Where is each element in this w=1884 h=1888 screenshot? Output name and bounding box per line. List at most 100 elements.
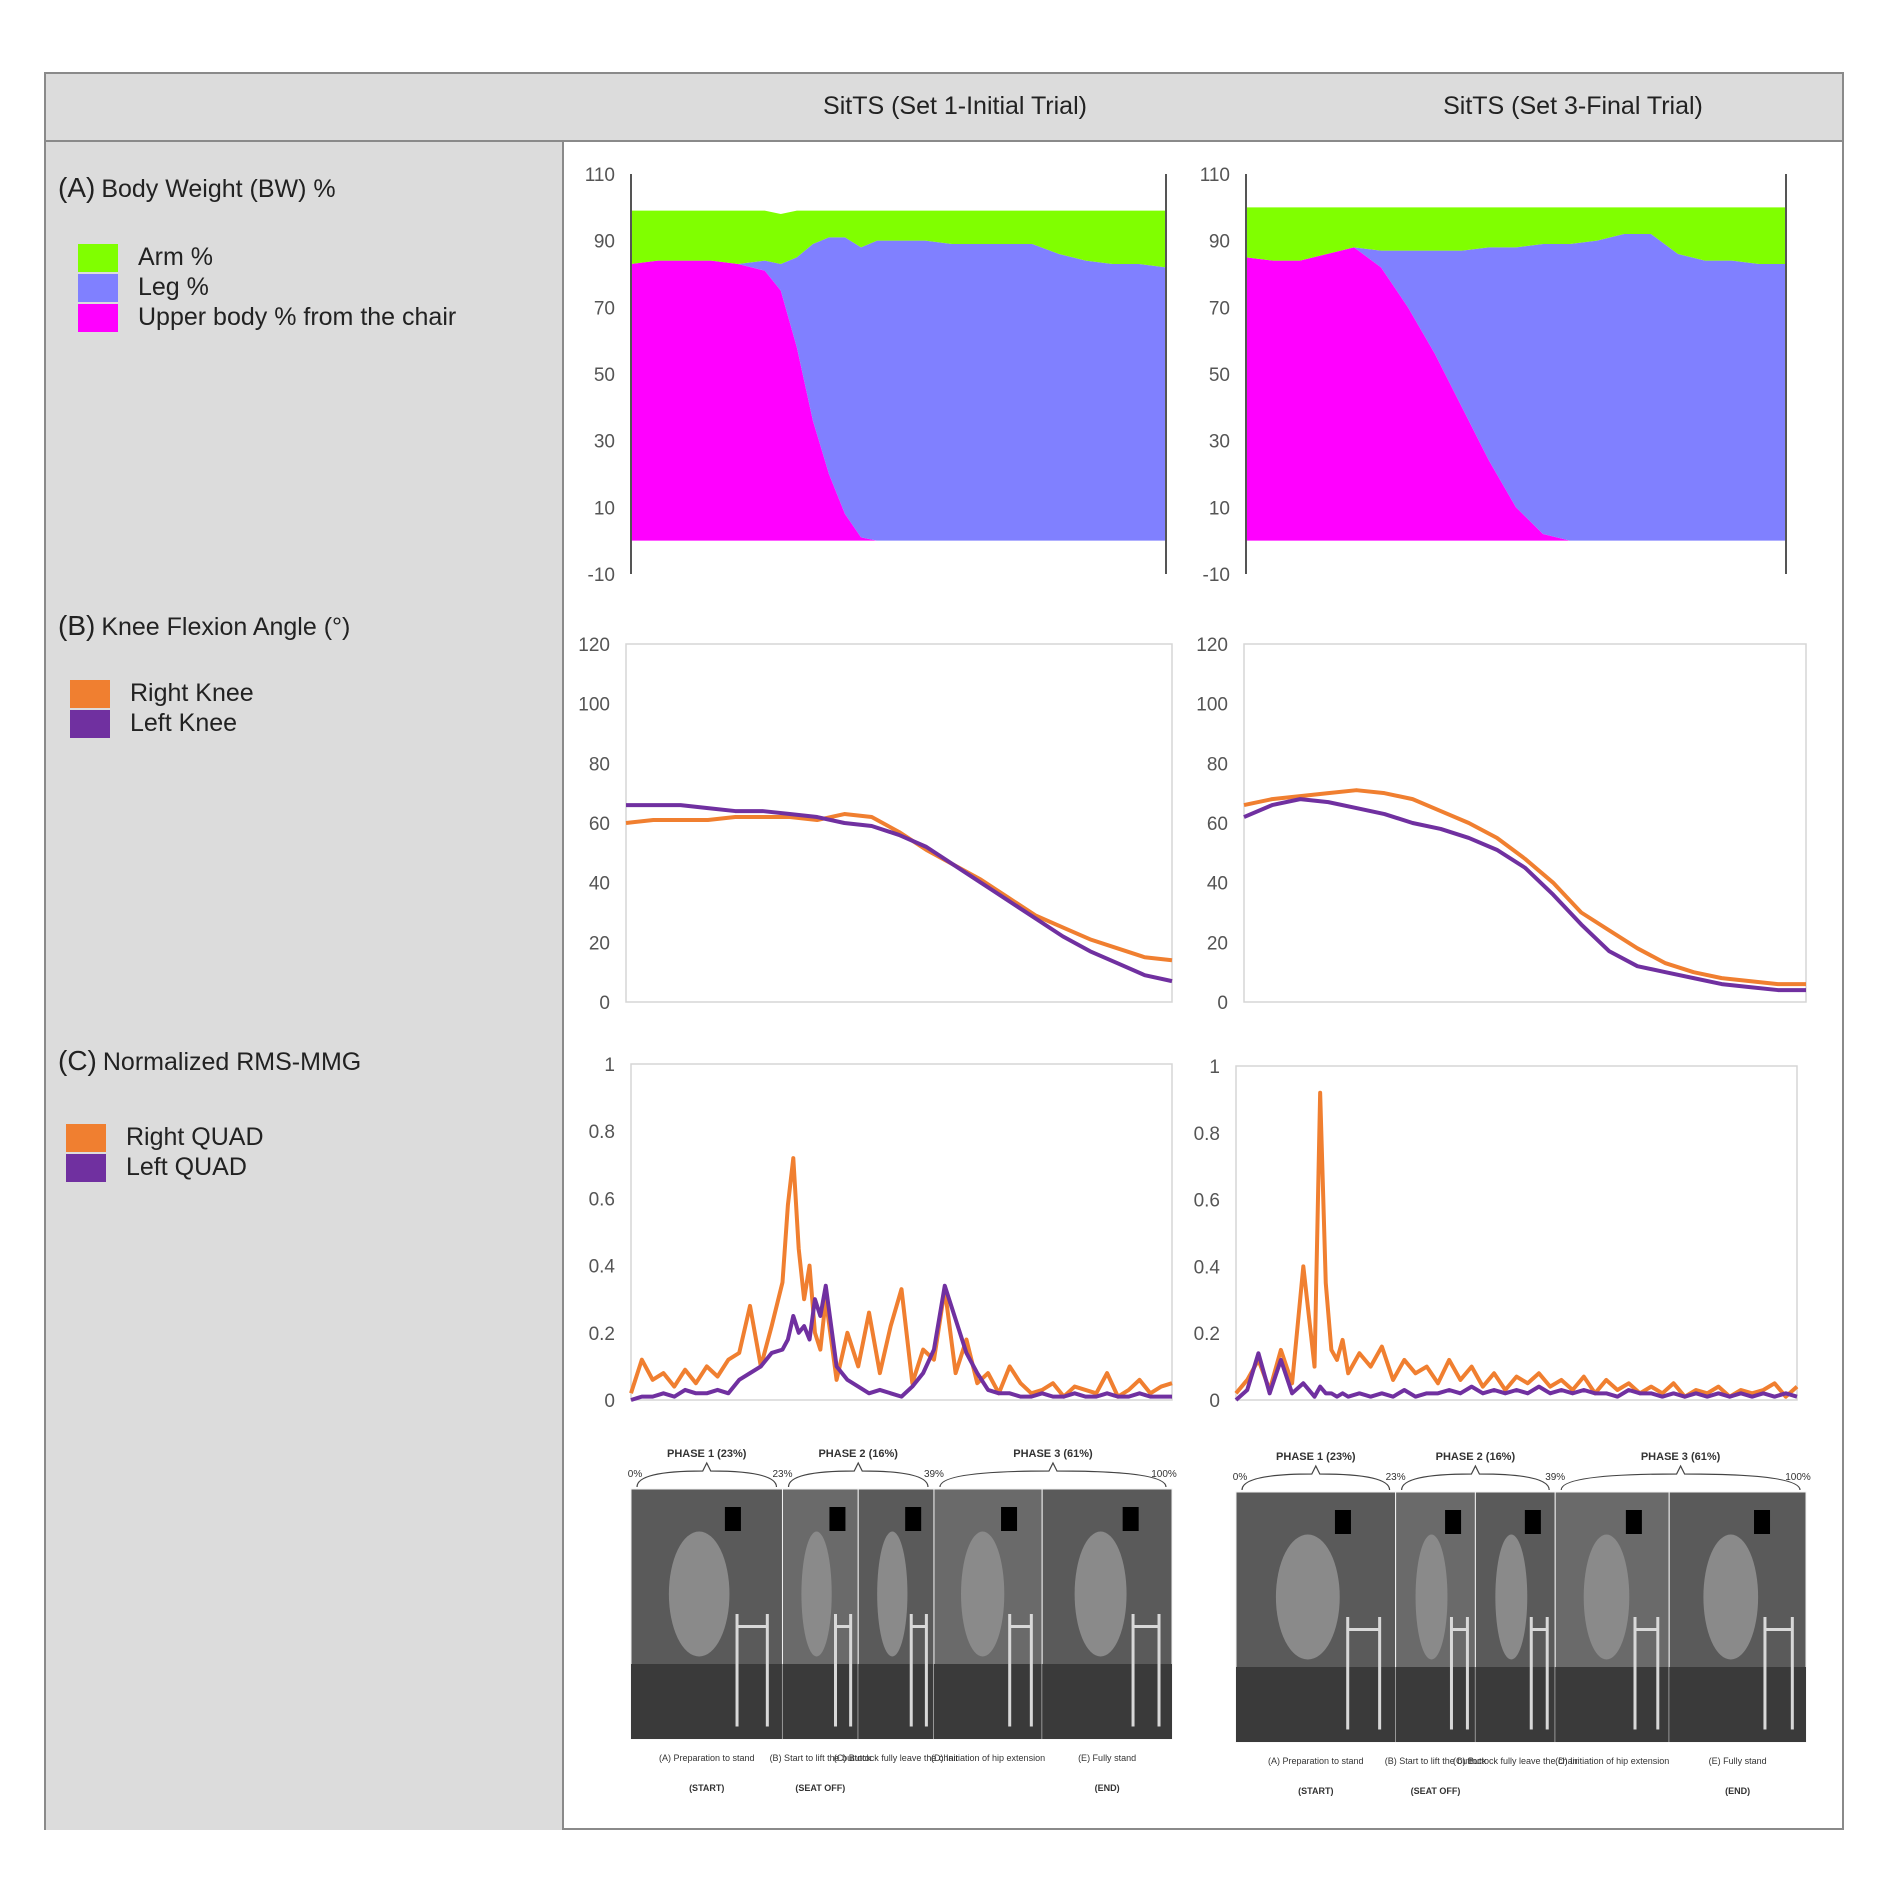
knee-set1-ytick-label: 60 bbox=[589, 814, 610, 835]
legend-swatch-upper-body bbox=[78, 304, 118, 332]
bw-set1-ytick-label: 30 bbox=[594, 432, 615, 453]
phase-brace-1 bbox=[1241, 1464, 1391, 1491]
mmg-set1-plot-frame bbox=[630, 1063, 1173, 1401]
section-a-title: (A) Body Weight (BW) % bbox=[58, 172, 336, 204]
photo-person-3 bbox=[1495, 1534, 1528, 1660]
phase-brace-3 bbox=[1560, 1464, 1801, 1491]
phase-percent: 100% bbox=[1151, 1469, 1177, 1480]
phase-marker-1: (START) bbox=[1298, 1786, 1333, 1796]
photo-floor-5 bbox=[1042, 1664, 1172, 1739]
phase-label-2: PHASE 2 (16%) bbox=[818, 1448, 898, 1460]
bw-set3-area-upper-body-from-the-chair bbox=[1246, 247, 1786, 541]
mmg-set3-ytick-label: 0 bbox=[1209, 1391, 1220, 1412]
bw-set1-area-leg- bbox=[631, 237, 1166, 541]
mmg-set3-ytick-label: 1 bbox=[1209, 1057, 1220, 1078]
phase-marker-3: (END) bbox=[1095, 1783, 1120, 1793]
mmg-set1-ytick-label: 0.2 bbox=[589, 1324, 615, 1345]
phase-label-1: PHASE 1 (23%) bbox=[667, 1448, 747, 1460]
photo-face-mask-3 bbox=[905, 1507, 922, 1531]
photo-floor-2 bbox=[782, 1664, 859, 1739]
mmg-set3-ytick-label: 0.6 bbox=[1194, 1191, 1220, 1212]
knee-set1-ytick-label: 80 bbox=[589, 754, 610, 775]
phase-strip-set1: PHASE 1 (23%) PHASE 2 (16%) PHASE 3 (61%) 0… bbox=[628, 1448, 1177, 1793]
legend-label-right-quad: Right QUAD bbox=[126, 1123, 264, 1151]
photo-floor-2 bbox=[1395, 1667, 1476, 1742]
phase-percent: 39% bbox=[1545, 1472, 1565, 1483]
photo-caption-3: (C) Buttock fully leave the chair bbox=[1453, 1756, 1578, 1766]
legend-label-upper-body: Upper body % from the chair bbox=[138, 303, 457, 331]
legend-label-left-knee: Left Knee bbox=[130, 709, 238, 737]
photo-caption-5: (E) Fully stand bbox=[1078, 1753, 1136, 1763]
mmg-set1-ytick-label: 0.8 bbox=[589, 1122, 615, 1143]
photo-walker-2 bbox=[1449, 1617, 1469, 1730]
header-row: SitTS (Set 1-Initial Trial) SitTS (Set 3… bbox=[46, 74, 1842, 142]
photo-walker-4 bbox=[1008, 1614, 1033, 1727]
legend-swatch-arm bbox=[78, 244, 118, 272]
section-b-tag: (B) bbox=[58, 610, 96, 641]
photo-floor-1 bbox=[1236, 1667, 1396, 1742]
knee-set3-line-left-knee bbox=[1243, 797, 1806, 993]
photo-walker-5 bbox=[1763, 1617, 1794, 1730]
photo-face-mask-2 bbox=[1445, 1510, 1462, 1534]
phase-marker-2: (SEAT OFF) bbox=[795, 1783, 845, 1793]
bw-set1-ytick-label: 90 bbox=[594, 232, 615, 253]
bw-set1-ytick-label: -10 bbox=[588, 565, 615, 586]
legend-swatch-left-quad bbox=[66, 1154, 106, 1182]
knee-set3-plot-frame bbox=[1243, 643, 1807, 1003]
legend-swatch-right-quad bbox=[66, 1124, 106, 1152]
mmg-set3-chart: 1 0.8 0.6 0.4 0.2 0 bbox=[1194, 1057, 1799, 1412]
photo-walker-1 bbox=[735, 1614, 769, 1727]
bw-set1-area-arm- bbox=[631, 210, 1166, 268]
photo-face-mask-4 bbox=[1001, 1507, 1018, 1531]
photo-face-mask-5 bbox=[1122, 1507, 1139, 1531]
photo-walker-2 bbox=[833, 1614, 853, 1727]
photo-caption-4: (D) Initiation of hip extension bbox=[931, 1753, 1045, 1763]
knee-set1-plot-frame bbox=[625, 643, 1173, 1003]
legend-swatch-left-knee bbox=[70, 710, 110, 738]
knee-set3-ytick-label: 80 bbox=[1207, 754, 1228, 775]
bw-set3-ytick-label: 70 bbox=[1209, 298, 1230, 319]
mmg-set3-ytick-label: 0.2 bbox=[1194, 1324, 1220, 1345]
bw-set3-ytick-label: 10 bbox=[1209, 498, 1230, 519]
photo-floor-4 bbox=[933, 1664, 1043, 1739]
phase-brace-2 bbox=[1401, 1464, 1550, 1491]
section-b-label: Knee Flexion Angle (°) bbox=[101, 613, 351, 641]
bw-set3-chart: 110 90 70 50 30 10 -10 bbox=[1200, 165, 1787, 586]
mmg-set3-ytick-label: 0.4 bbox=[1194, 1257, 1221, 1278]
knee-set3-ytick-label: 100 bbox=[1196, 695, 1228, 716]
phase-brace-1 bbox=[636, 1461, 778, 1488]
photo-floor-1 bbox=[631, 1664, 783, 1739]
photo-person-1 bbox=[1275, 1534, 1340, 1660]
photo-walker-5 bbox=[1131, 1614, 1161, 1727]
bw-set3-area-leg- bbox=[1246, 234, 1786, 541]
knee-set3-ytick-label: 0 bbox=[1217, 993, 1228, 1014]
bw-set1-ytick-label: 10 bbox=[594, 498, 615, 519]
photo-face-mask-4 bbox=[1625, 1510, 1642, 1534]
mmg-set1-ytick-label: 0.6 bbox=[589, 1189, 615, 1210]
section-b-title: (B) Knee Flexion Angle (°) bbox=[58, 610, 350, 642]
knee-set1-ytick-label: 100 bbox=[578, 695, 610, 716]
photo-person-3 bbox=[877, 1531, 908, 1657]
charts-canvas: 1109070503010-101109070503010-1012010080… bbox=[578, 165, 1811, 1796]
mmg-set1-line-left-quad bbox=[630, 1283, 1172, 1402]
section-a-tag: (A) bbox=[58, 172, 96, 203]
bw-set3-ytick-label: 110 bbox=[1200, 165, 1230, 186]
photo-person-4 bbox=[1583, 1534, 1630, 1660]
legend-label-left-quad: Left QUAD bbox=[126, 1153, 247, 1181]
knee-set3-ytick-label: 40 bbox=[1207, 874, 1228, 895]
phase-percent: 23% bbox=[772, 1469, 792, 1480]
photo-face-mask-5 bbox=[1754, 1510, 1771, 1534]
column-title-set1: SitTS (Set 1-Initial Trial) bbox=[823, 92, 1087, 120]
photo-walker-4 bbox=[1633, 1617, 1660, 1730]
photo-person-5 bbox=[1074, 1531, 1127, 1657]
photo-face-mask-1 bbox=[724, 1507, 741, 1531]
section-c-label: Normalized RMS-MMG bbox=[102, 1048, 362, 1076]
knee-set1-line-right-knee bbox=[625, 812, 1173, 963]
bw-set1-area-upper-body-from-the-chair bbox=[631, 260, 1166, 541]
phase-label-3: PHASE 3 (61%) bbox=[1013, 1448, 1093, 1460]
mmg-set3-line-right-quad bbox=[1234, 1090, 1799, 1399]
photo-floor-3 bbox=[1475, 1667, 1556, 1742]
photo-walker-3 bbox=[909, 1614, 928, 1727]
photo-caption-3: (C) Buttock fully leave the chair bbox=[834, 1753, 959, 1763]
bw-set3-ytick-label: -10 bbox=[1203, 565, 1230, 586]
